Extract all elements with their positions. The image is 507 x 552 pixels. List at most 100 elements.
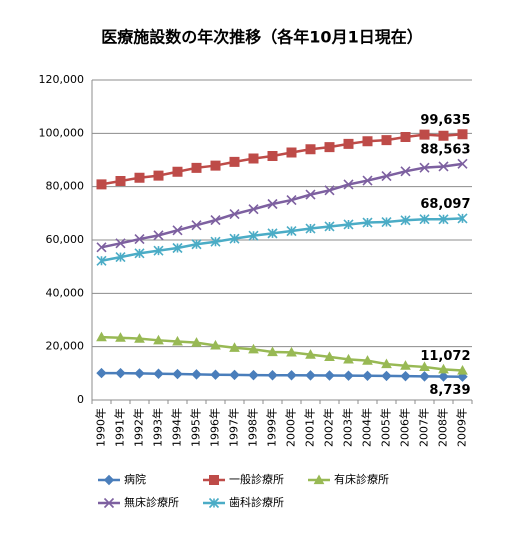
marker	[229, 233, 240, 244]
marker	[153, 170, 164, 181]
legend-label: 一般診療所	[229, 472, 284, 486]
marker	[438, 214, 449, 225]
marker	[286, 195, 297, 206]
legend-marker	[208, 497, 220, 509]
marker	[286, 225, 297, 237]
marker	[153, 230, 164, 241]
marker	[305, 349, 316, 359]
legend-marker	[103, 474, 115, 486]
marker	[115, 238, 126, 249]
marker	[96, 367, 107, 379]
y-tick-label: 40,000	[46, 286, 85, 299]
marker	[267, 198, 278, 210]
x-tick-label: 1990年	[94, 408, 108, 447]
marker	[438, 130, 449, 141]
marker	[210, 160, 221, 171]
series-line	[101, 162, 463, 249]
legend-marker	[103, 497, 115, 509]
y-tick-label: 0	[77, 393, 84, 406]
marker	[115, 367, 126, 379]
data-label: 68,097	[420, 197, 470, 212]
marker	[381, 370, 392, 382]
marker	[343, 179, 354, 190]
marker	[134, 234, 145, 245]
marker	[229, 342, 240, 352]
x-tick-label: 2003年	[341, 408, 355, 447]
marker	[324, 351, 335, 361]
y-tick-label: 80,000	[46, 180, 85, 193]
marker	[343, 370, 354, 381]
legend-marker	[313, 474, 325, 485]
marker	[400, 166, 411, 177]
marker	[172, 225, 183, 236]
marker	[115, 252, 126, 263]
marker	[324, 142, 335, 153]
marker	[153, 245, 164, 256]
x-tick-label: 1996年	[208, 408, 222, 447]
chart-title: 医療施設数の年次推移（各年10月1日現在）	[101, 28, 422, 47]
marker	[381, 135, 392, 146]
marker	[229, 156, 240, 167]
marker	[191, 220, 202, 231]
marker	[191, 162, 202, 173]
marker	[457, 129, 468, 140]
x-tick-label: 2001年	[303, 408, 317, 447]
x-tick-label: 2008年	[436, 408, 450, 447]
marker	[362, 136, 373, 147]
marker	[457, 213, 468, 224]
x-tick-label: 2006年	[398, 408, 412, 447]
marker	[286, 370, 297, 381]
marker	[229, 369, 240, 381]
data-label: 99,635	[420, 113, 470, 128]
marker	[267, 151, 278, 161]
marker	[286, 147, 297, 158]
marker	[343, 353, 354, 364]
marker	[381, 171, 392, 182]
x-tick-label: 1998年	[246, 408, 260, 447]
marker	[362, 175, 373, 186]
marker	[457, 158, 468, 169]
marker	[191, 239, 202, 250]
marker	[96, 331, 107, 342]
x-tick-label: 2000年	[284, 408, 298, 447]
x-tick-label: 1994年	[170, 408, 184, 447]
marker	[172, 242, 183, 254]
data-label: 88,563	[420, 142, 470, 157]
marker	[248, 153, 259, 164]
x-tick-label: 1999年	[265, 408, 279, 447]
marker	[115, 332, 126, 342]
marker	[324, 221, 335, 232]
marker	[286, 346, 297, 357]
marker	[343, 138, 354, 149]
y-tick-label: 120,000	[39, 73, 85, 86]
marker	[172, 335, 183, 346]
marker	[191, 337, 202, 347]
marker	[324, 185, 335, 196]
marker	[419, 361, 430, 372]
marker	[210, 215, 221, 226]
marker	[438, 363, 449, 374]
y-tick-label: 100,000	[39, 126, 85, 139]
marker	[210, 369, 221, 380]
marker	[400, 360, 411, 370]
legend-label: 有床診療所	[334, 472, 389, 486]
marker	[248, 343, 259, 354]
marker	[381, 216, 392, 228]
marker	[134, 248, 145, 259]
marker	[457, 364, 468, 375]
marker	[419, 162, 430, 173]
marker	[438, 371, 449, 382]
x-tick-label: 2009年	[455, 408, 469, 447]
marker	[362, 355, 373, 365]
marker	[362, 370, 373, 382]
marker	[153, 334, 164, 345]
x-tick-label: 2007年	[417, 408, 431, 447]
marker	[419, 129, 430, 140]
data-label: 11,072	[420, 349, 470, 364]
marker	[343, 219, 354, 230]
marker	[210, 236, 221, 247]
legend-marker	[209, 475, 219, 485]
series-line	[101, 217, 463, 262]
x-tick-label: 2005年	[379, 408, 393, 447]
